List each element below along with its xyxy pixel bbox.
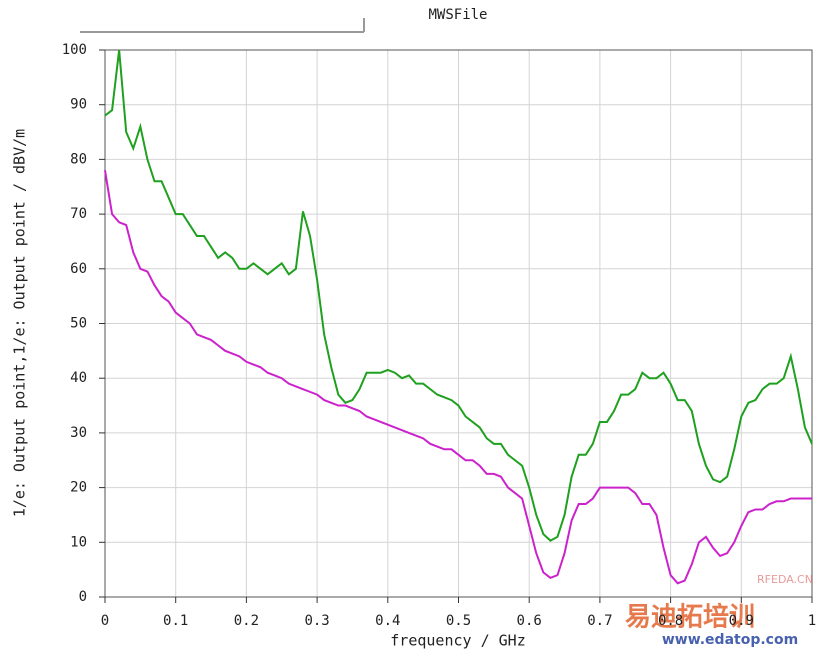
- x-tick-label: 0: [101, 613, 109, 629]
- x-tick-label: 0.4: [375, 613, 400, 629]
- y-tick-label: 90: [70, 97, 87, 113]
- y-tick-label: 70: [70, 206, 87, 222]
- y-tick-label: 30: [70, 425, 87, 441]
- x-tick-label: 0.7: [587, 613, 612, 629]
- y-tick-label: 50: [70, 316, 87, 332]
- watermark: RFEDA.CN: [757, 573, 813, 586]
- y-tick-label: 0: [79, 589, 87, 605]
- x-tick-label: 0.8: [658, 613, 683, 629]
- y-tick-label: 100: [62, 42, 87, 58]
- y-axis-label: 1/e: Output point,1/e: Output point / dB…: [11, 129, 29, 517]
- y-tick-label: 20: [70, 480, 87, 496]
- y-tick-label: 60: [70, 261, 87, 277]
- x-tick-label: 0.2: [234, 613, 259, 629]
- x-tick-label: 0.6: [517, 613, 542, 629]
- y-tick-label: 80: [70, 151, 87, 167]
- x-axis-label: frequency / GHz: [390, 632, 525, 650]
- y-tick-label: 40: [70, 370, 87, 386]
- x-tick-label: 0.3: [304, 613, 329, 629]
- y-tick-label: 10: [70, 534, 87, 550]
- x-tick-label: 0.9: [729, 613, 754, 629]
- watermark: www.edatop.com: [662, 632, 798, 648]
- x-tick-label: 1: [808, 613, 816, 629]
- x-tick-label: 0.5: [446, 613, 471, 629]
- series-line: [104, 170, 812, 585]
- x-tick-label: 0.1: [163, 613, 188, 629]
- watermark: 易迪拓培训: [625, 603, 755, 633]
- chart-title: MWSFile: [428, 7, 487, 23]
- series-line: [104, 49, 813, 542]
